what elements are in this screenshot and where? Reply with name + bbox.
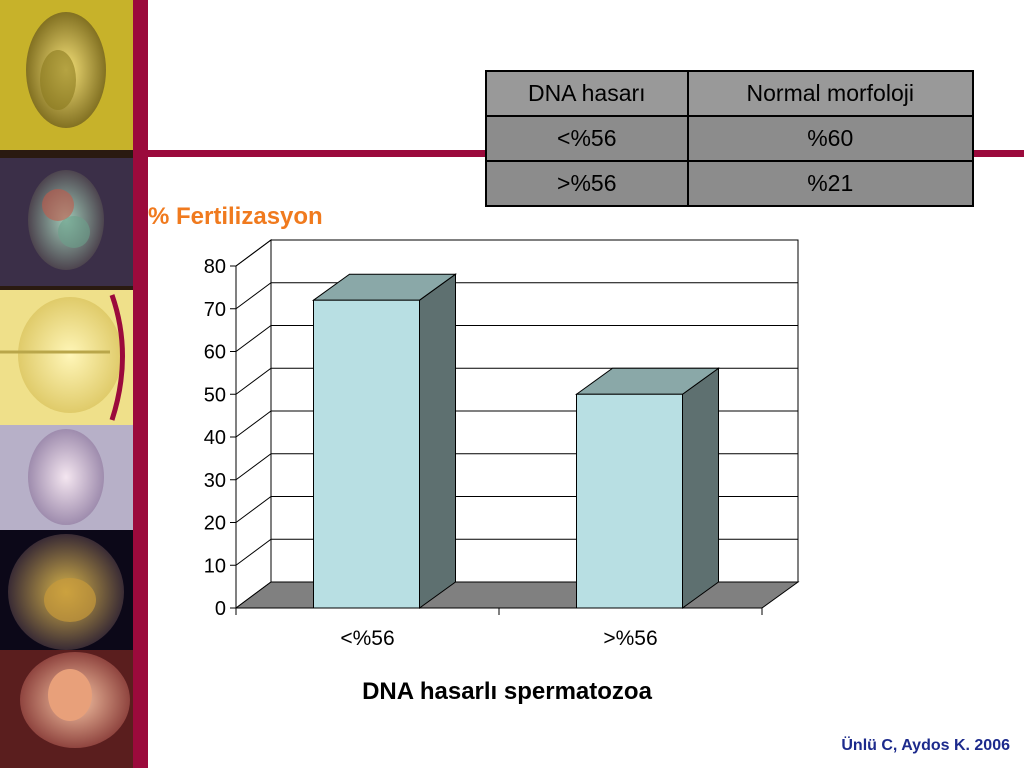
x-tick-label: <%56: [340, 627, 394, 650]
table-header-cell: Normal morfoloji: [686, 70, 975, 117]
citation: Ünlü C, Aydos K. 2006: [841, 737, 1010, 754]
table-header-row: DNA hasarı Normal morfoloji: [485, 70, 975, 117]
table-cell: %21: [686, 160, 975, 207]
embryo-images: [0, 0, 133, 768]
bar-side: [682, 367, 719, 609]
y-tick-label: 40: [204, 427, 226, 449]
chart-title: % Fertilizasyon: [148, 203, 323, 230]
bar-side: [419, 273, 456, 609]
x-axis-title: DNA hasarlı spermatozoa: [362, 678, 653, 705]
y-tick-label: 80: [204, 256, 226, 278]
x-tick-label: >%56: [603, 627, 657, 650]
accent-vertical-bar: [133, 0, 148, 768]
y-tick-label: 10: [204, 555, 226, 577]
gridline: [235, 325, 798, 352]
y-tick-label: 60: [204, 342, 226, 364]
bar: [313, 299, 420, 609]
gridline: [235, 239, 798, 267]
y-tick-label: 30: [204, 470, 226, 492]
embryo-image-strip: [0, 0, 133, 768]
table-header-cell: DNA hasarı: [485, 70, 689, 117]
table-row: >%56 %21: [485, 160, 975, 207]
table-row: <%56 %60: [485, 115, 975, 162]
table-cell: <%56: [485, 115, 689, 162]
bar: [576, 393, 683, 609]
dna-morphology-table: DNA hasarı Normal morfoloji <%56 %60 >%5…: [485, 70, 975, 207]
table-cell: %60: [686, 115, 975, 162]
y-tick-label: 70: [204, 299, 226, 321]
y-tick-label: 50: [204, 384, 226, 406]
table-cell: >%56: [485, 160, 689, 207]
gridline: [235, 282, 798, 310]
y-tick-label: 0: [215, 598, 226, 620]
y-tick-label: 20: [204, 513, 226, 535]
